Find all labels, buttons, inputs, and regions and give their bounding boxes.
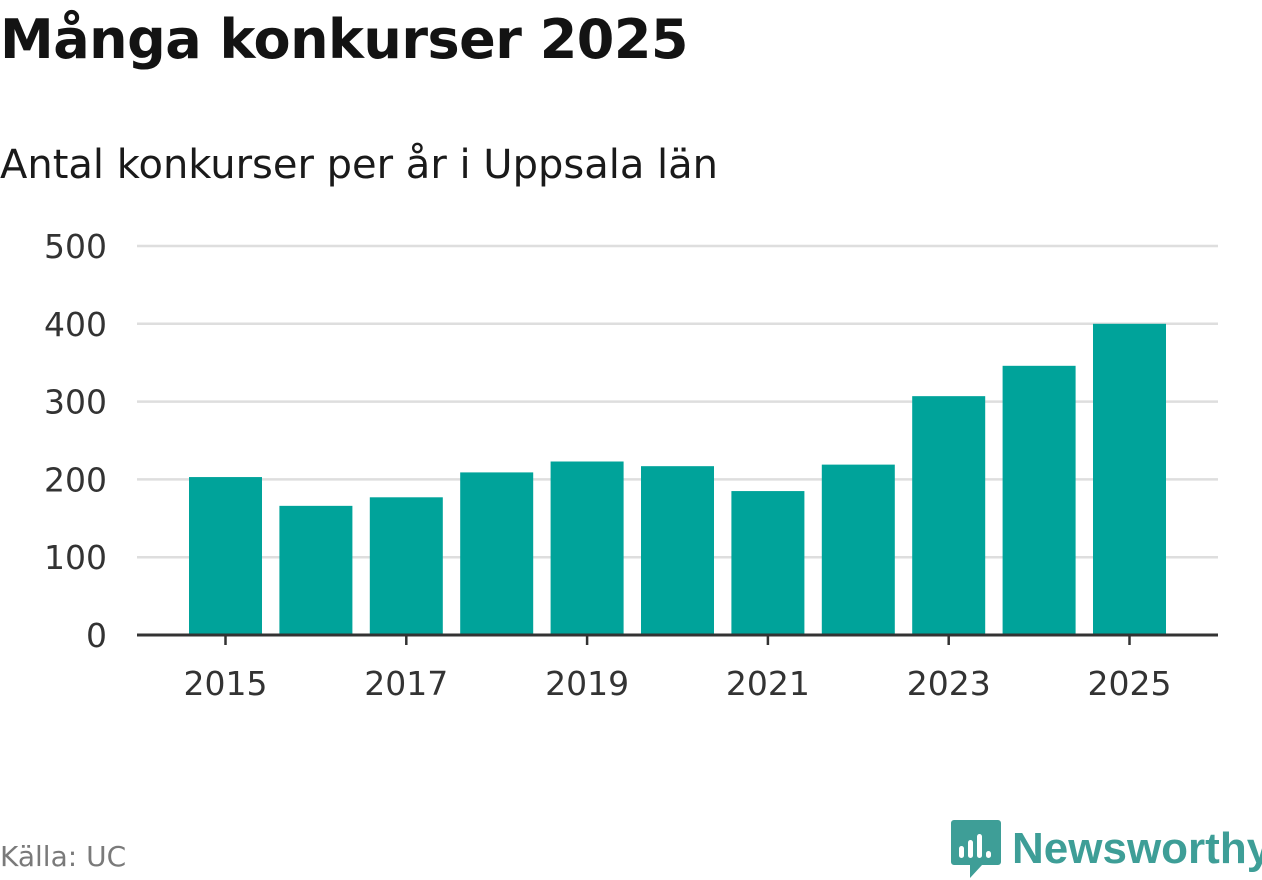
y-tick-label-500: 500: [44, 227, 107, 266]
source-note: Källa: UC: [0, 840, 127, 873]
bar-2025: [1093, 323, 1166, 635]
bar-2022: [821, 464, 895, 635]
bar-2023: [912, 396, 986, 635]
x-axis: [137, 633, 1218, 645]
bar-chart-bubble-icon: [951, 820, 1001, 878]
bar-2018: [460, 472, 534, 635]
x-tick-label-2023: 2023: [907, 664, 991, 703]
brand-name: Newsworthy: [1012, 824, 1262, 873]
bar-2021: [731, 491, 805, 635]
x-tick-label-2015: 2015: [184, 664, 268, 703]
bar-2015: [189, 477, 262, 635]
y-tick-label-100: 100: [44, 538, 107, 577]
bars: [189, 323, 1166, 635]
brand-logo: Newsworthy: [950, 818, 1262, 880]
x-tick-label-2017: 2017: [364, 664, 448, 703]
chart-subtitle: Antal konkurser per år i Uppsala län: [0, 142, 719, 188]
bar-2020: [641, 466, 714, 635]
x-tick-label-2021: 2021: [726, 664, 810, 703]
bar-2024: [1002, 365, 1076, 635]
bar-2019: [550, 461, 624, 635]
chart-title: Många konkurser 2025: [0, 8, 689, 71]
y-tick-label-300: 300: [44, 383, 107, 422]
x-axis-labels: 2015 2017 2019 2021 2023 2025: [184, 664, 1172, 703]
y-axis-labels: 0 100 200 300 400 500: [44, 227, 107, 655]
bar-2016: [279, 505, 353, 635]
x-tick-label-2025: 2025: [1088, 664, 1172, 703]
y-tick-label-400: 400: [44, 305, 107, 344]
y-tick-label-200: 200: [44, 460, 107, 499]
bar-2017: [369, 497, 443, 635]
x-tick-label-2019: 2019: [545, 664, 629, 703]
y-tick-label-0: 0: [86, 616, 107, 655]
